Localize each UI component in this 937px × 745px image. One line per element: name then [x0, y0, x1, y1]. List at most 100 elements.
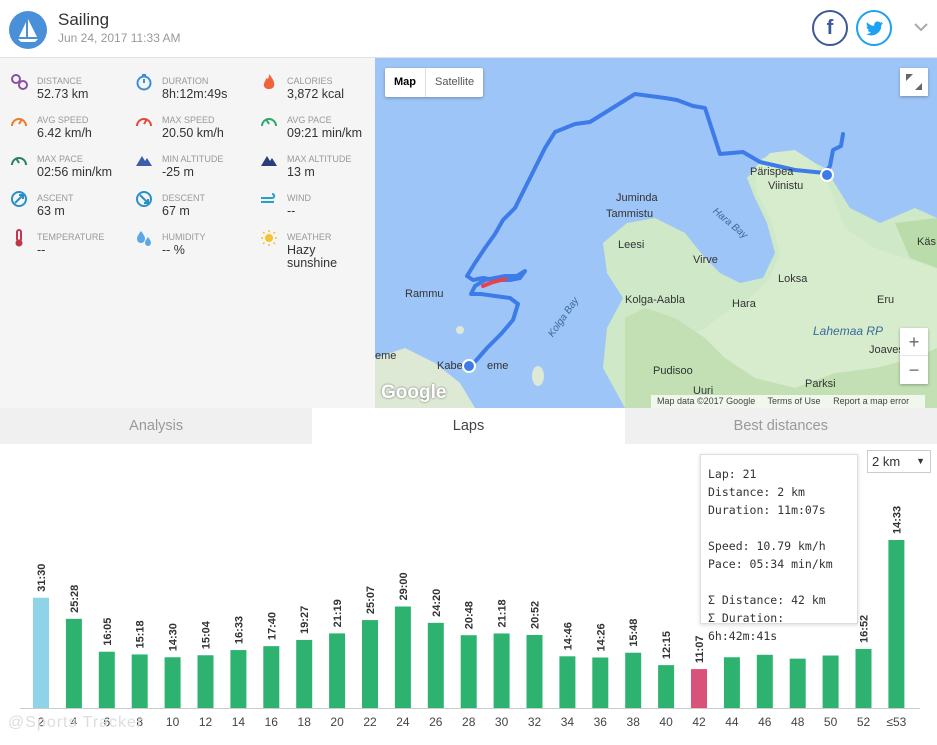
lap-bar[interactable]	[460, 635, 477, 708]
lap-bar[interactable]	[789, 658, 806, 708]
lap-bar[interactable]	[263, 646, 280, 708]
chevron-down-icon[interactable]	[910, 16, 932, 38]
zoom-out-button[interactable]: −	[908, 360, 920, 380]
lap-tick-label: 48	[791, 715, 805, 729]
stat-value: 63 m	[37, 204, 65, 218]
lap-bar[interactable]	[131, 654, 148, 708]
report-map-error-link[interactable]: Report a map error	[833, 396, 910, 406]
lap-bar[interactable]	[230, 650, 247, 708]
map-type-control[interactable]: Map Satellite	[385, 68, 484, 97]
map-place-label: Kolga-Aabla	[625, 294, 685, 306]
stat-label: MAX PACE	[37, 154, 83, 164]
stat-descent: DESCENT 67 m	[125, 183, 250, 221]
lap-tick-label: 28	[462, 715, 476, 729]
lap-bar[interactable]	[98, 651, 115, 708]
lap-duration-label: 15:48	[628, 619, 640, 647]
lap-tick-label: 14	[232, 715, 246, 729]
lap-bar[interactable]	[723, 657, 740, 708]
tooltip-pace: Pace: 05:34 min/km	[708, 557, 833, 571]
stat-label: TEMPERATURE	[37, 232, 105, 242]
lap-bar[interactable]	[526, 634, 543, 708]
lap-tick-label: 50	[824, 715, 838, 729]
lap-duration-label: 25:28	[69, 585, 81, 613]
stopwatch-icon	[136, 74, 152, 91]
stat-max-speed: MAX SPEED 20.50 km/h	[125, 105, 250, 143]
tooltip-distance: Distance: 2 km	[708, 485, 805, 499]
lap-bar[interactable]	[329, 633, 346, 708]
stat-value: 8h:12m:49s	[162, 87, 228, 101]
lap-distance-select[interactable]: 2 km ▼	[867, 450, 931, 473]
lap-tick-label: 40	[659, 715, 673, 729]
lap-bar[interactable]	[691, 669, 707, 708]
tab-laps[interactable]: Laps	[312, 408, 625, 444]
stat-label: CALORIES	[287, 76, 333, 86]
lap-bar[interactable]	[164, 657, 181, 708]
twitter-share-button[interactable]	[856, 10, 892, 46]
tab-analysis[interactable]: Analysis	[129, 418, 184, 434]
watermark: @Sports Tracker	[8, 714, 144, 731]
tooltip-duration: Duration: 11m:07s	[708, 503, 826, 517]
lap-tick-label: 18	[298, 715, 312, 729]
map-place-label: Pudisoo	[653, 365, 693, 377]
stat-value: 6.42 km/h	[37, 126, 92, 140]
dropdown-arrow-icon: ▼	[916, 456, 925, 466]
stat-value: -- %	[162, 243, 185, 257]
lap-bar[interactable]	[197, 655, 214, 708]
map-attribution: Map data ©2017 Google Terms of Use Repor…	[651, 395, 926, 408]
lap-tick-label: 6	[103, 715, 110, 729]
map-place-label: Juminda	[616, 192, 658, 204]
stat-label: DURATION	[162, 76, 209, 86]
map-place-label: Hara	[732, 298, 756, 310]
lap-bar[interactable]	[493, 633, 510, 708]
fullscreen-icon	[906, 74, 922, 90]
lap-bar[interactable]	[296, 639, 313, 708]
lap-duration-label: 14:26	[595, 623, 607, 651]
ascent-icon	[11, 191, 27, 207]
lap-tick-label: 42	[692, 715, 706, 729]
fullscreen-button[interactable]	[900, 68, 928, 96]
lap-bar[interactable]	[855, 648, 872, 708]
stat-value: 67 m	[162, 204, 190, 218]
lap-bar[interactable]	[559, 656, 576, 708]
lap-bar[interactable]	[592, 657, 609, 708]
lap-bar[interactable]	[394, 606, 411, 709]
lap-duration-label: 15:18	[135, 620, 147, 648]
stat-label: HUMIDITY	[162, 232, 206, 242]
mountain-icon	[261, 156, 277, 166]
stat-value: 02:56 min/km	[37, 165, 113, 179]
lap-duration-label: 31:30	[36, 564, 48, 592]
lap-tick-label: 36	[594, 715, 608, 729]
lap-bar[interactable]	[822, 655, 839, 709]
route-map[interactable]: Pärispea Viinistu Juminda Tammistu Hara Bay L…	[375, 58, 937, 408]
lap-duration-label: 16:52	[859, 615, 871, 643]
lap-bar[interactable]	[427, 622, 444, 708]
lap-tick-label: 32	[528, 715, 542, 729]
stat-value: -25 m	[162, 165, 194, 179]
lap-bar[interactable]	[65, 618, 82, 708]
lap-bar[interactable]	[362, 620, 378, 708]
facebook-share-button[interactable]: f	[812, 10, 848, 46]
map-place-label: Lahemaa RP	[813, 324, 884, 338]
map-type-map-button[interactable]: Map	[385, 68, 426, 97]
lap-bar[interactable]	[658, 665, 675, 708]
terms-of-use-link[interactable]: Terms of Use	[767, 396, 821, 406]
stat-value: 09:21 min/km	[287, 126, 363, 140]
tooltip-sum-distance: Σ Distance: 42 km	[708, 593, 826, 607]
detail-tabs: Analysis Laps Best distances	[0, 408, 937, 444]
map-type-satellite-button[interactable]: Satellite	[435, 76, 475, 88]
activity-date: Jun 24, 2017 11:33 AM	[58, 31, 181, 45]
lap-bar[interactable]	[33, 597, 49, 708]
lap-tick-label: 26	[429, 715, 443, 729]
lap-duration-label: 20:48	[464, 601, 476, 629]
lap-bar[interactable]	[625, 652, 642, 708]
activity-header: Sailing Jun 24, 2017 11:33 AM f	[0, 0, 937, 58]
lap-duration-label: 16:33	[233, 616, 245, 644]
zoom-in-button[interactable]: +	[900, 328, 928, 356]
lap-bar[interactable]	[888, 540, 905, 708]
tab-best-distances[interactable]: Best distances	[733, 418, 828, 434]
map-place-label: eme	[487, 360, 509, 372]
lap-bar[interactable]	[756, 654, 773, 708]
tooltip-lap: Lap: 21	[708, 467, 757, 481]
zoom-control: + −	[900, 328, 928, 384]
tooltip-sum-duration: Σ Duration: 6h:42m:41s	[708, 611, 785, 643]
